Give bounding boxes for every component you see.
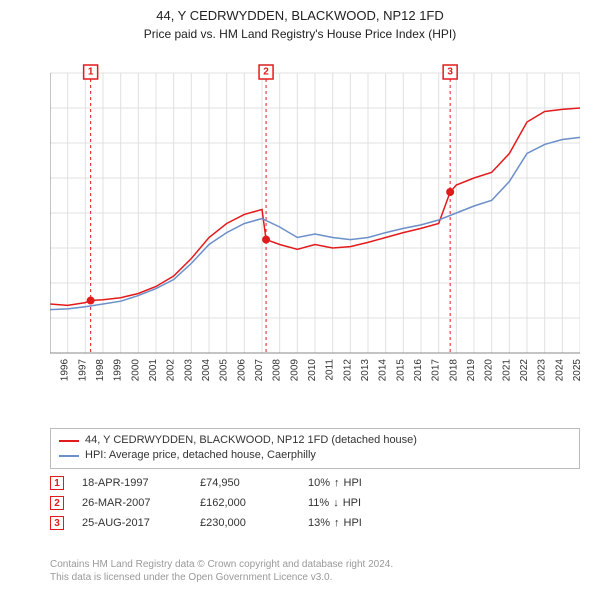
svg-text:2004: 2004 xyxy=(201,359,212,382)
sale-date: 26-MAR-2007 xyxy=(82,497,182,509)
svg-text:1996: 1996 xyxy=(60,359,71,382)
svg-text:2007: 2007 xyxy=(254,359,265,382)
sale-row: 2 26-MAR-2007 £162,000 11% ↓ HPI xyxy=(50,493,580,513)
sale-diff-label: HPI xyxy=(344,517,362,529)
chart-subtitle: Price paid vs. HM Land Registry's House … xyxy=(0,27,600,41)
sale-date: 18-APR-1997 xyxy=(82,477,182,489)
arrow-icon: ↑ xyxy=(334,477,340,489)
sale-diff-label: HPI xyxy=(343,497,361,509)
svg-text:2000: 2000 xyxy=(130,359,141,382)
svg-text:1: 1 xyxy=(88,67,94,78)
legend: 44, Y CEDRWYDDEN, BLACKWOOD, NP12 1FD (d… xyxy=(50,428,580,469)
svg-text:1998: 1998 xyxy=(95,359,106,382)
svg-text:3: 3 xyxy=(447,67,453,78)
sale-price: £230,000 xyxy=(200,517,290,529)
svg-text:2: 2 xyxy=(263,67,269,78)
arrow-icon: ↑ xyxy=(334,517,340,529)
arrow-icon: ↓ xyxy=(333,497,339,509)
chart-container: 44, Y CEDRWYDDEN, BLACKWOOD, NP12 1FD Pr… xyxy=(0,8,600,598)
legend-swatch xyxy=(59,440,79,442)
svg-text:2013: 2013 xyxy=(360,359,371,382)
sale-badge-number: 3 xyxy=(54,518,60,529)
svg-text:2001: 2001 xyxy=(148,359,159,382)
svg-text:2009: 2009 xyxy=(289,359,300,382)
legend-item: HPI: Average price, detached house, Caer… xyxy=(59,448,571,463)
svg-text:2019: 2019 xyxy=(466,359,477,382)
legend-label: 44, Y CEDRWYDDEN, BLACKWOOD, NP12 1FD (d… xyxy=(85,433,417,448)
svg-text:2008: 2008 xyxy=(272,359,283,382)
legend-label: HPI: Average price, detached house, Caer… xyxy=(85,448,316,463)
svg-text:2021: 2021 xyxy=(501,359,512,382)
svg-text:2005: 2005 xyxy=(219,359,230,382)
legend-swatch xyxy=(59,455,79,457)
svg-text:1995: 1995 xyxy=(50,359,53,382)
svg-text:2003: 2003 xyxy=(183,359,194,382)
svg-text:2023: 2023 xyxy=(537,359,548,382)
svg-text:2017: 2017 xyxy=(431,359,442,382)
sale-date: 25-AUG-2017 xyxy=(82,517,182,529)
sale-diff: 11% ↓ HPI xyxy=(308,497,428,509)
sale-row: 1 18-APR-1997 £74,950 10% ↑ HPI xyxy=(50,473,580,493)
svg-text:2002: 2002 xyxy=(166,359,177,382)
sale-row: 3 25-AUG-2017 £230,000 13% ↑ HPI xyxy=(50,513,580,533)
svg-text:2010: 2010 xyxy=(307,359,318,382)
sale-diff-label: HPI xyxy=(344,477,362,489)
sale-diff-percent: 11% xyxy=(308,497,329,509)
sale-badge: 1 xyxy=(50,476,64,490)
sales-table: 118-APR-1997£74,95010%↑HPI226-MAR-2007£1… xyxy=(50,473,580,533)
sale-diff-percent: 10% xyxy=(308,477,330,489)
sale-diff: 13% ↑ HPI xyxy=(308,517,428,529)
sale-badge: 3 xyxy=(50,516,64,530)
svg-text:2012: 2012 xyxy=(342,359,353,382)
svg-text:2011: 2011 xyxy=(325,359,336,381)
svg-text:2006: 2006 xyxy=(236,359,247,382)
svg-text:2020: 2020 xyxy=(484,359,495,382)
legend-item: 44, Y CEDRWYDDEN, BLACKWOOD, NP12 1FD (d… xyxy=(59,433,571,448)
sale-diff: 10% ↑ HPI xyxy=(308,477,428,489)
footer-line-2: This data is licensed under the Open Gov… xyxy=(50,571,580,584)
sale-price: £74,950 xyxy=(200,477,290,489)
footer-attribution: Contains HM Land Registry data © Crown c… xyxy=(50,558,580,584)
sale-price: £162,000 xyxy=(200,497,290,509)
svg-text:2014: 2014 xyxy=(378,359,389,382)
svg-text:1999: 1999 xyxy=(113,359,124,382)
svg-text:2015: 2015 xyxy=(395,359,406,382)
sale-badge-number: 2 xyxy=(54,498,60,509)
svg-text:2025: 2025 xyxy=(572,359,580,382)
svg-text:2018: 2018 xyxy=(448,359,459,382)
sale-badge: 2 xyxy=(50,496,64,510)
chart-title: 44, Y CEDRWYDDEN, BLACKWOOD, NP12 1FD xyxy=(0,8,600,25)
footer-line-1: Contains HM Land Registry data © Crown c… xyxy=(50,558,580,571)
svg-text:1997: 1997 xyxy=(77,359,88,382)
svg-text:2022: 2022 xyxy=(519,359,530,382)
sale-badge-number: 1 xyxy=(54,478,60,489)
svg-text:2016: 2016 xyxy=(413,359,424,382)
svg-text:2024: 2024 xyxy=(554,359,565,382)
line-chart: £0£50K£100K£150K£200K£250K£300K£350K£400… xyxy=(50,63,580,393)
sale-diff-percent: 13% xyxy=(308,517,330,529)
